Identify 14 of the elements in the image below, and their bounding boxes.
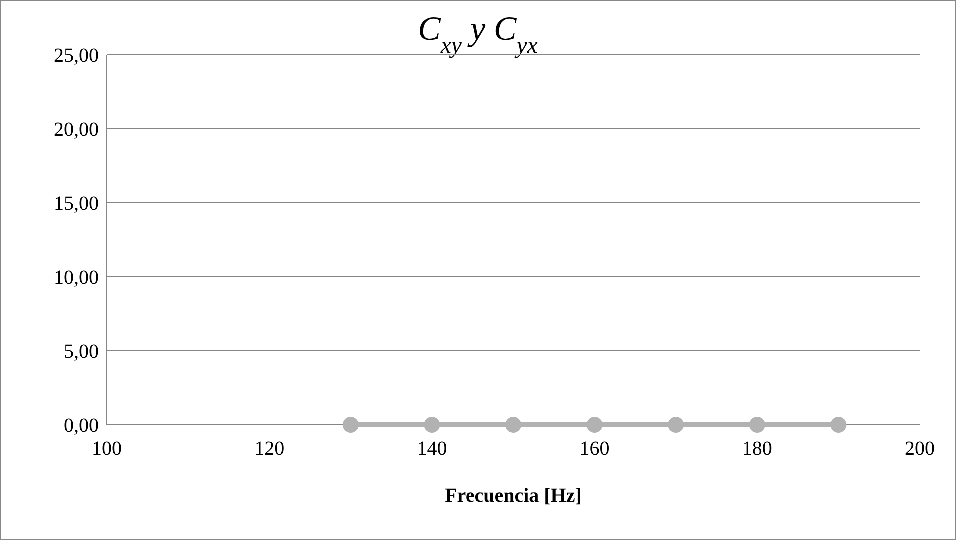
chart-title: C$_{xy}$ y C$_{yx}$ [418, 11, 538, 59]
y-tick-label: 0,00 [64, 415, 99, 437]
y-tick-label: 10,00 [54, 267, 99, 289]
y-tick-label: 25,00 [54, 45, 99, 67]
x-axis-title: Frecuencia [Hz] [445, 485, 582, 507]
y-tick-label: 20,00 [54, 119, 99, 141]
y-tick-label: 15,00 [54, 193, 99, 215]
x-tick-label: 120 [254, 438, 285, 460]
x-tick-label: 200 [905, 438, 935, 460]
x-tick-label: 160 [580, 438, 610, 460]
x-tick-label: 180 [742, 438, 772, 460]
x-tick-label: 100 [92, 438, 122, 460]
x-tick-label: 140 [417, 438, 448, 460]
y-tick-label: 5,00 [64, 341, 99, 363]
